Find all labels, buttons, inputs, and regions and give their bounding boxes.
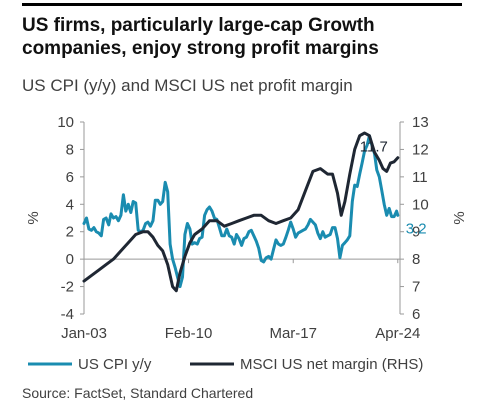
right-axis-label: %	[451, 211, 468, 224]
chart-subtitle: US CPI (y/y) and MSCI US net profit marg…	[22, 76, 353, 95]
left-axis-tick-label: 0	[66, 251, 74, 268]
legend-label-cpi: US CPI y/y	[78, 356, 152, 373]
right-axis-tick-label: 6	[412, 306, 420, 323]
right-axis-tick-label: 13	[412, 114, 429, 131]
left-axis-tick-label: 10	[57, 114, 74, 131]
left-axis-tick-label: -2	[61, 279, 74, 296]
source-note: Source: FactSet, Standard Chartered	[22, 385, 254, 401]
left-axis-label: %	[25, 211, 42, 224]
margin-end-label: 11.7	[360, 139, 388, 156]
margin-series-line	[82, 131, 400, 293]
left-axis-tick-label: 2	[66, 224, 74, 241]
cpi-end-label: 3.2	[406, 220, 427, 237]
x-axis-tick-label: Mar-17	[269, 325, 317, 342]
left-axis-tick-label: 8	[66, 141, 74, 158]
x-axis-tick-label: Feb-10	[165, 325, 213, 342]
right-axis-tick-label: 8	[412, 251, 420, 268]
right-axis-tick-label: 11	[412, 169, 428, 186]
left-axis-tick-label: -4	[61, 306, 74, 323]
legend-label-margin: MSCI US net margin (RHS)	[240, 356, 423, 373]
cpi-series-line	[82, 134, 400, 289]
top-rule	[22, 3, 462, 6]
x-axis-tick-label: Jan-03	[61, 325, 107, 342]
left-axis-tick-label: 6	[66, 169, 74, 186]
chart-title: US firms, particularly large-cap Growth …	[22, 15, 379, 59]
left-axis-tick-label: 4	[66, 196, 74, 213]
right-axis-tick-label: 10	[412, 196, 429, 213]
right-axis-tick-label: 7	[412, 279, 420, 296]
right-axis-tick-label: 9	[412, 224, 420, 241]
right-axis-tick-label: 12	[412, 141, 429, 158]
x-axis-tick-label: Apr-24	[375, 325, 420, 342]
